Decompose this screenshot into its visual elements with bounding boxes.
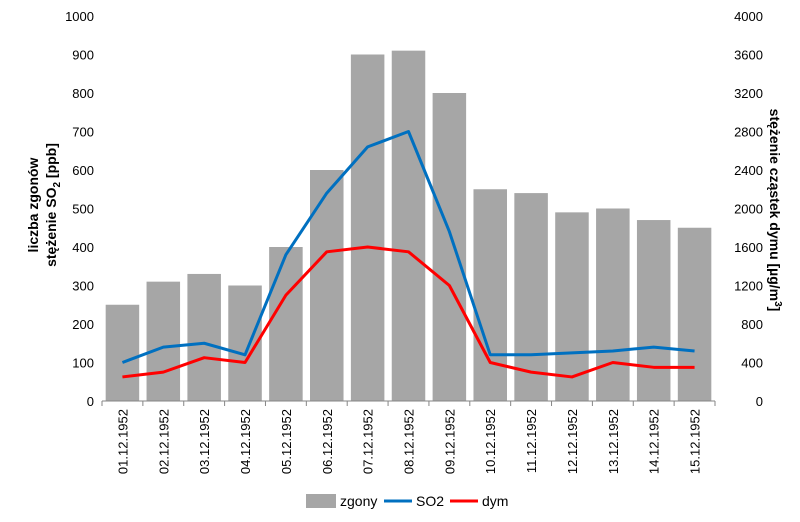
x-tick-label: 14.12.1952 (647, 409, 662, 474)
bar-zgony-0 (105, 304, 140, 401)
y-left-tick-label: 500 (72, 202, 94, 217)
x-tick-label: 08.12.1952 (402, 409, 417, 474)
y-right-tick-label: 1200 (734, 279, 763, 294)
y-left-title-line1: liczba zgonów (25, 157, 41, 252)
y-right-tick-label: 3200 (734, 86, 763, 101)
y-right-title: stężenie cząstek dymu [µg/m3] (767, 109, 783, 312)
y-right-title-prefix: stężenie cząstek dymu [µg/m (767, 109, 783, 301)
bar-zgony-9 (473, 189, 507, 401)
line-SO2 (121, 130, 695, 364)
y-right-title-superscript: 3 (772, 301, 783, 307)
y-left-title-subscript: 2 (52, 182, 63, 188)
bar-zgony-11 (555, 212, 589, 401)
x-tick-label: 10.12.1952 (483, 409, 498, 474)
bar-zgony-1 (146, 281, 181, 401)
line-dym (122, 245, 695, 379)
x-tick-label: 11.12.1952 (524, 409, 539, 473)
y-right-tick-label: 0 (756, 394, 763, 409)
x-tick-label: 06.12.1952 (320, 409, 335, 474)
lines-group (121, 130, 695, 379)
y-right-tick-label: 400 (741, 356, 763, 371)
bar-zgony-6 (350, 54, 385, 401)
legend-label-zgony: zgony (340, 493, 377, 509)
y-left-tick-label: 0 (87, 394, 94, 409)
x-tick-label: 02.12.1952 (156, 409, 171, 474)
x-tick-label: 03.12.1952 (197, 409, 212, 474)
legend: zgony SO2 dym (306, 493, 508, 509)
y-left-tick-label: 700 (72, 125, 94, 140)
x-tick-label: 01.12.1952 (115, 409, 130, 474)
x-tick-label: 07.12.1952 (361, 409, 376, 474)
y-right-ticks-group: 0 400 800 1200 1600 2000 2400 2800 3200 3600 4000 (734, 9, 763, 409)
bar-zgony-7 (391, 50, 426, 402)
x-ticks-group: 01.12.1952 02.12.1952 03.12.1952 04.12.1952… (101, 401, 716, 474)
y-left-title-line2: stężenie SO2 [ppb] (43, 143, 63, 267)
y-left-tick-label: 400 (72, 240, 94, 255)
bar-zgony-8 (432, 93, 467, 401)
bar-zgony-12 (596, 208, 630, 401)
y-left-tick-label: 100 (72, 356, 94, 371)
y-left-title-suffix: [ppb] (43, 143, 59, 182)
y-left-tick-label: 200 (72, 317, 94, 332)
y-left-title-prefix: stężenie SO (43, 187, 59, 266)
y-right-tick-label: 2000 (734, 202, 763, 217)
y-left-tick-label: 300 (72, 279, 94, 294)
y-left-tick-label: 1000 (65, 9, 94, 24)
y-left-ticks-group: 0 100 200 300 400 500 600 700 800 900 1000 (65, 9, 94, 409)
legend-swatch-zgony (306, 494, 336, 508)
y-right-tick-label: 2800 (734, 125, 763, 140)
x-tick-label: 04.12.1952 (238, 409, 253, 474)
bar-zgony-10 (514, 193, 548, 401)
y-right-tick-label: 3600 (734, 48, 763, 63)
x-tick-label: 12.12.1952 (565, 409, 580, 474)
bar-zgony-2 (187, 273, 221, 401)
y-left-tick-label: 800 (72, 86, 94, 101)
y-right-tick-label: 800 (741, 317, 763, 332)
y-left-tick-label: 600 (72, 163, 94, 178)
bars-group (105, 50, 712, 402)
y-right-title-suffix: ] (767, 307, 783, 312)
bar-zgony-4 (269, 247, 303, 401)
y-right-tick-label: 1600 (734, 240, 763, 255)
x-tick-label: 15.12.1952 (688, 409, 703, 474)
x-tick-label: 13.12.1952 (606, 409, 621, 474)
bar-zgony-14 (677, 227, 712, 401)
x-tick-label: 09.12.1952 (442, 409, 457, 474)
y-right-tick-label: 2400 (734, 163, 763, 178)
bar-zgony-5 (310, 170, 344, 401)
bar-zgony-13 (636, 220, 671, 401)
legend-label-so2: SO2 (416, 493, 444, 509)
y-left-tick-label: 900 (72, 48, 94, 63)
legend-label-dym: dym (482, 493, 508, 509)
y-right-tick-label: 4000 (734, 9, 763, 24)
x-tick-label: 05.12.1952 (279, 409, 294, 474)
